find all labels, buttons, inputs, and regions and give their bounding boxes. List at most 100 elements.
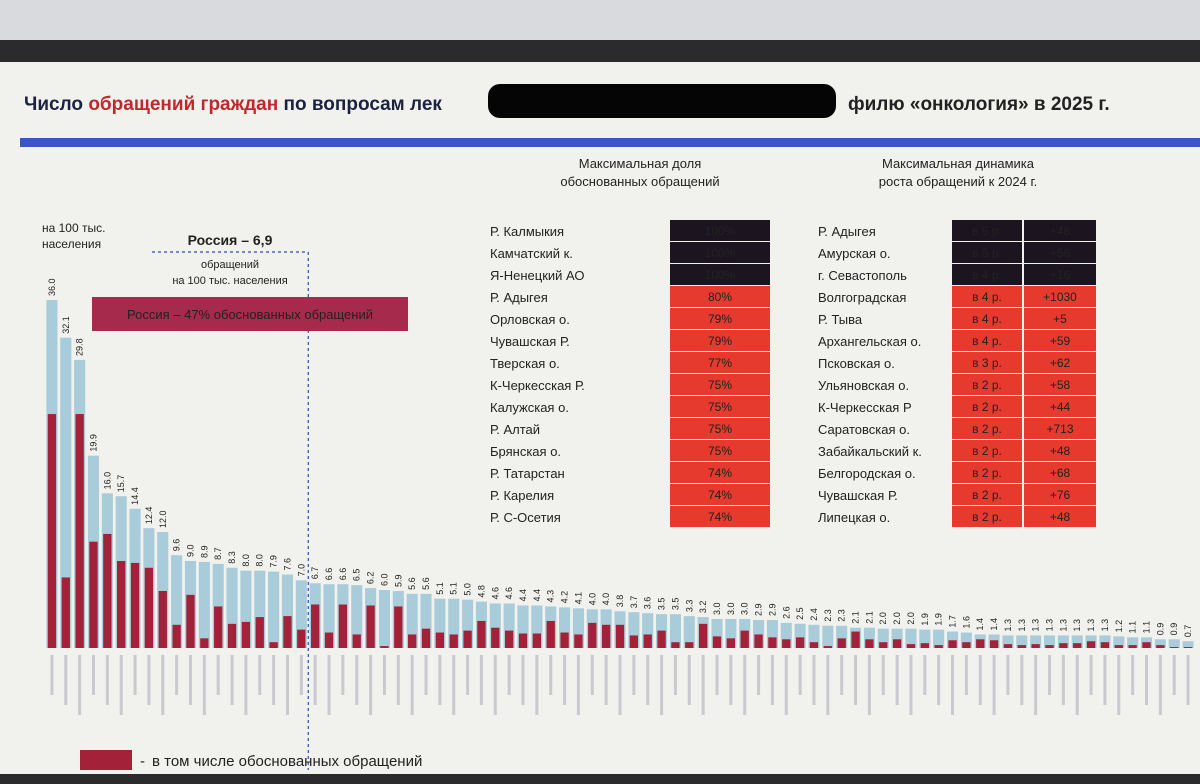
justified-bar [601,624,611,648]
justified-bar [144,567,154,648]
value-label: 2.3 [837,609,847,622]
row-label: Калужская о. [490,400,569,415]
value-label: 8.9 [199,545,209,558]
justified-bar [297,629,306,648]
cell-value: 75% [708,422,732,436]
justified-bar [1170,647,1179,648]
total-bar [628,612,640,648]
title-end: филю «онкология» в 2025 г. [848,94,1110,115]
cell-value: +56 [1050,246,1071,260]
row-label: Р. Алтай [490,422,540,437]
total-bar [1113,636,1125,648]
value-label: 1.3 [1045,619,1055,632]
justified-bar [449,634,458,648]
cell [670,264,770,285]
row-label: Чувашская Р. [818,488,898,503]
row-label: Архангельская о. [818,334,921,349]
value-label: 29.8 [75,338,85,356]
legend-swatch [80,750,132,770]
justified-bar [75,414,84,648]
total-bar [1127,637,1139,648]
value-label: 5.9 [393,574,403,587]
value-label: 9.0 [185,544,195,557]
value-label: 4.4 [532,589,542,602]
value-label: 2.5 [795,607,805,620]
cell-value: 77% [708,356,732,370]
total-bar [1002,635,1014,648]
total-bar [1030,635,1042,648]
cell-value: 74% [708,510,732,524]
justified-bar [366,605,375,648]
cell [952,220,1022,241]
total-bar [1057,635,1069,648]
cell-value: в 2 р. [972,466,1002,480]
row-label: Р. Адыгея [490,290,548,305]
value-label: 5.6 [407,577,417,590]
value-label: 32.1 [61,316,71,334]
cell [952,308,1022,329]
value-label: 3.0 [712,602,722,615]
cell [1024,396,1096,417]
value-label: 4.8 [476,585,486,598]
cell-value: 74% [708,488,732,502]
justified-bar [463,630,472,648]
cell [1024,484,1096,505]
value-label: 3.5 [657,598,667,611]
justified-bar [311,604,320,648]
total-bar [780,622,792,648]
value-label: 6.2 [366,572,376,585]
justified-bar [546,620,555,648]
row-label: Брянская о. [490,444,561,459]
value-label: 6.0 [379,573,389,586]
legend-dash: - [140,753,145,770]
row-label: Р. С-Осетия [490,510,561,525]
value-label: 15.7 [116,475,126,493]
cell [1024,506,1096,527]
total-bar [198,561,210,648]
total-bar [434,598,446,648]
table-title: Максимальная динамика [882,156,1035,171]
total-bar [642,613,654,648]
cell-value: +5 [1053,312,1067,326]
total-bar [323,584,335,648]
value-label: 8.3 [227,551,237,564]
cell [670,396,770,417]
total-bar [420,593,432,648]
total-bar [905,628,917,648]
reference-label: Россия – 6,9 [188,232,273,248]
total-bar [503,603,515,648]
cell [952,440,1022,461]
cell [670,484,770,505]
justified-bar [269,642,278,648]
justified-bar [560,632,569,648]
total-bar [836,625,848,648]
cell-value: 100% [705,246,736,260]
total-bar [1043,635,1056,648]
total-bar [808,624,820,648]
total-bar [891,628,903,648]
value-label: 5.6 [421,577,431,590]
cell [670,220,770,241]
cell [1024,330,1096,351]
justified-bar [588,622,597,648]
total-bar [725,619,737,648]
justified-bar [214,606,223,648]
redaction [488,84,836,118]
row-label: Р. Калмыкия [490,224,564,239]
cell-value: +713 [1046,422,1073,436]
value-label: 1.3 [1100,619,1110,632]
cell [1024,418,1096,439]
value-label: 2.0 [878,612,888,625]
justified-bar [768,637,777,648]
total-bar [960,632,972,648]
total-bar [281,574,294,648]
value-label: 4.1 [573,592,583,605]
justified-bar [740,630,749,648]
justified-bar [809,642,819,648]
y-label: на 100 тыс. [42,221,105,235]
cell [952,286,1022,307]
value-label: 0.9 [1169,623,1179,636]
table-title: роста обращений к 2024 г. [879,174,1037,189]
justified-bar [1114,645,1123,648]
cell-value: +58 [1050,378,1071,392]
